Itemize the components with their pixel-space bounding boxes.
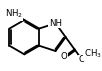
Text: CH$_3$: CH$_3$ — [84, 48, 101, 60]
Text: NH: NH — [49, 19, 62, 28]
Text: O: O — [61, 52, 68, 61]
Text: NH$_2$: NH$_2$ — [5, 8, 23, 20]
Text: O: O — [79, 55, 85, 64]
